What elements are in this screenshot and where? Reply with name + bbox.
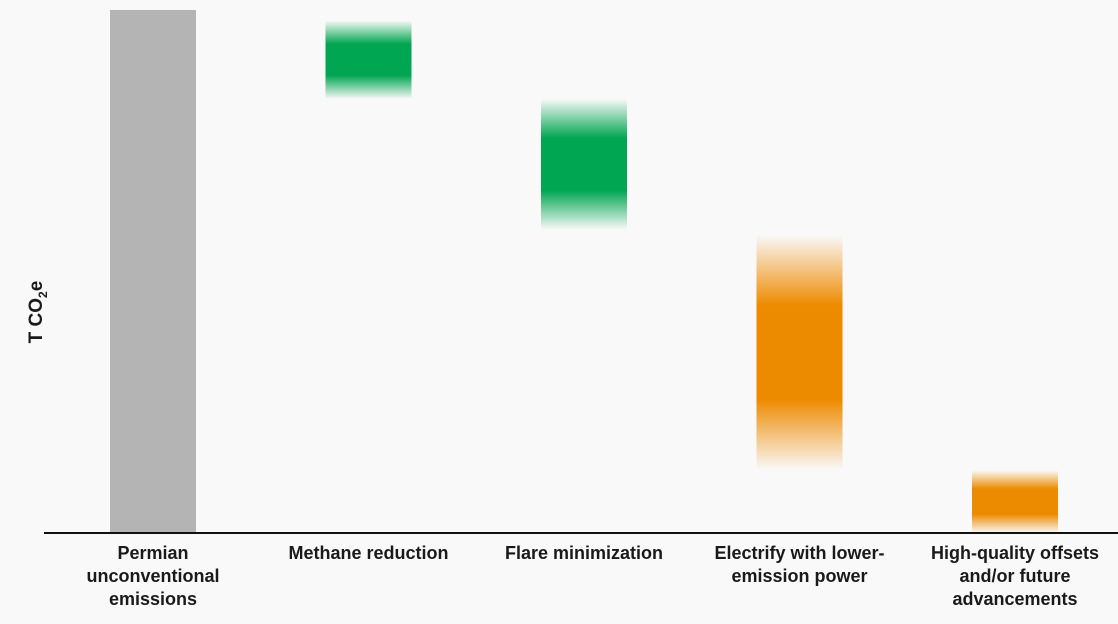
bar-5 [972,470,1058,533]
y-axis-label: T CO2e [26,281,50,344]
x-tick-label-4: Electrify with lower- emission power [714,543,885,586]
bar-1 [110,10,196,533]
bar-2 [325,20,412,99]
bar-3 [541,98,627,230]
y-axis-label-prefix: T CO [26,297,48,344]
y-axis-label-subscript: 2 [35,291,50,298]
bar-4 [756,234,843,471]
x-tick-label-3: Flare minimization [504,543,664,563]
y-axis-label-suffix: e [26,280,48,292]
x-tick-label-2: Methane reduction [288,543,449,563]
x-tick-label-5: High-quality offsets and/or future advan… [930,543,1099,609]
x-tick-label-1: Permian unconventional emissions [86,543,220,609]
